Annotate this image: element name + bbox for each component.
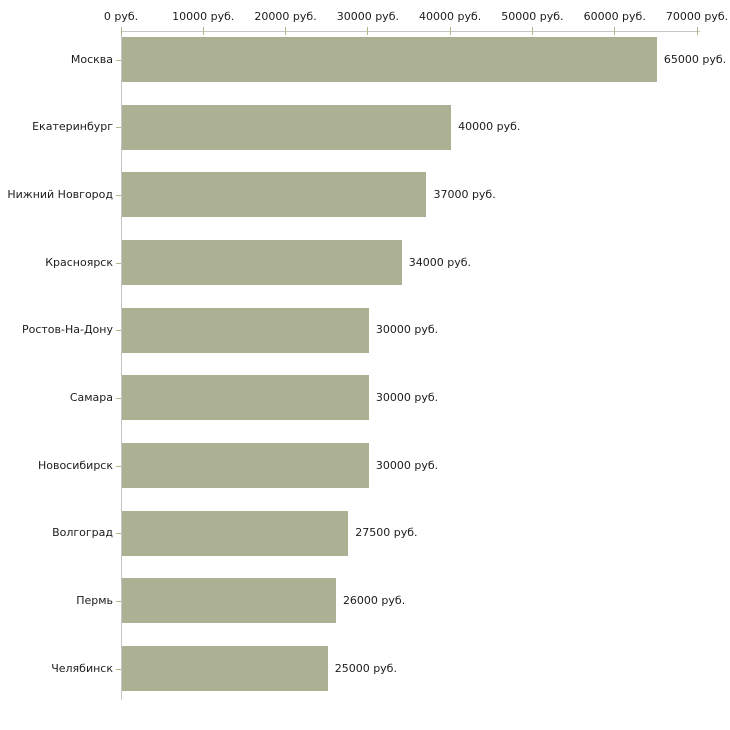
- y-axis-tick: [116, 533, 121, 535]
- x-axis-tick-label: 0 руб.: [103, 10, 139, 23]
- x-axis-tick: [120, 27, 122, 35]
- category-label: Москва: [70, 52, 113, 66]
- y-axis-tick: [116, 262, 121, 264]
- value-label: 30000 руб.: [375, 458, 439, 472]
- value-label: 26000 руб.: [342, 593, 406, 607]
- y-axis-tick: [116, 127, 121, 129]
- bar: [122, 240, 402, 285]
- x-axis-tick-label: 10000 руб.: [172, 10, 235, 23]
- y-axis-tick: [116, 194, 121, 196]
- x-axis-tick: [285, 27, 287, 35]
- y-axis-tick: [116, 330, 121, 332]
- value-label: 30000 руб.: [375, 390, 439, 404]
- x-axis-tick-label: 20000 руб.: [254, 10, 317, 23]
- x-axis-tick: [367, 27, 369, 35]
- x-axis-tick-label: 30000 руб.: [336, 10, 399, 23]
- value-label: 37000 руб.: [433, 187, 496, 201]
- category-label: Красноярск: [45, 255, 113, 269]
- category-label: Ростов-На-Дону: [21, 323, 113, 337]
- category-label: Самара: [69, 390, 113, 404]
- x-axis-tick-label: 40000 руб.: [419, 10, 482, 23]
- category-label: Волгоград: [52, 526, 113, 540]
- bar: [122, 510, 349, 556]
- bar: [122, 104, 452, 150]
- x-axis-tick: [614, 27, 616, 35]
- bar: [122, 37, 657, 82]
- value-label: 65000 руб.: [663, 52, 727, 66]
- category-label: Нижний Новгород: [7, 187, 113, 201]
- value-label: 40000 руб.: [458, 120, 521, 134]
- x-axis-tick-label: 50000 руб.: [501, 10, 564, 23]
- y-axis-line: [121, 31, 122, 700]
- x-axis-line: [121, 31, 700, 32]
- x-axis-tick: [202, 27, 204, 35]
- bar: [122, 578, 336, 624]
- y-axis-tick: [116, 59, 121, 61]
- value-label: 25000 руб.: [334, 661, 397, 675]
- y-axis-tick: [116, 465, 121, 467]
- x-axis-tick-label: 60000 руб.: [583, 10, 646, 23]
- x-axis-tick: [449, 27, 451, 35]
- x-axis-tick-label: 70000 руб.: [665, 10, 729, 23]
- x-axis-tick: [696, 27, 698, 35]
- bar: [122, 646, 328, 692]
- category-label: Екатеринбург: [32, 120, 113, 134]
- y-axis-tick: [116, 600, 121, 602]
- category-label: Челябинск: [51, 661, 113, 675]
- category-label: Пермь: [76, 593, 113, 607]
- bar: [122, 443, 369, 489]
- value-label: 34000 руб.: [408, 255, 472, 269]
- value-label: 30000 руб.: [375, 323, 439, 337]
- bar: [122, 172, 427, 218]
- bar: [122, 307, 369, 353]
- y-axis-tick: [116, 668, 121, 670]
- category-label: Новосибирск: [37, 458, 113, 472]
- value-label: 27500 руб.: [355, 526, 418, 540]
- y-axis-tick: [116, 397, 121, 399]
- x-axis-tick: [531, 27, 533, 35]
- bar: [122, 375, 369, 421]
